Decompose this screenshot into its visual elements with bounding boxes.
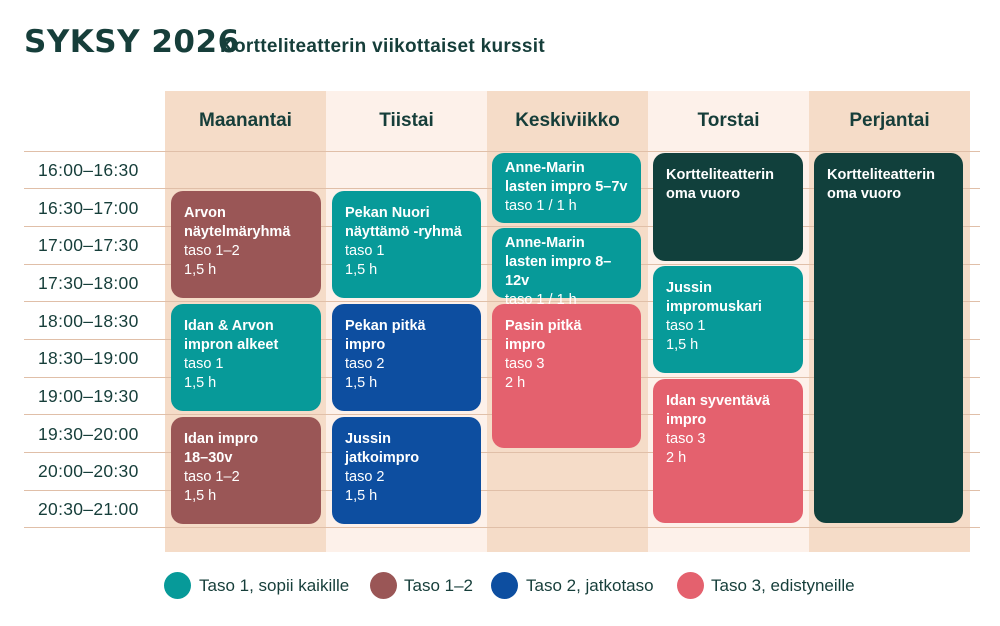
grid-line xyxy=(24,452,980,453)
time-slot: 17:00–17:30 xyxy=(38,235,139,255)
course-info: taso 1–2 1,5 h xyxy=(184,243,240,278)
course-block[interactable]: Jussin jatkoimpro taso 2 1,5 h xyxy=(332,417,481,524)
legend-dot-level-1 xyxy=(164,572,191,599)
time-slot: 16:30–17:00 xyxy=(38,198,139,218)
course-block[interactable]: Idan & Arvon impron alkeet taso 1 1,5 h xyxy=(171,304,321,411)
time-slot: 19:30–20:00 xyxy=(38,424,139,444)
time-slot: 19:00–19:30 xyxy=(38,386,139,406)
course-name: Anne-Marin lasten impro 5–7v xyxy=(505,160,628,195)
grid-line xyxy=(24,226,980,227)
course-block[interactable]: Pekan pitkä impro taso 2 1,5 h xyxy=(332,304,481,411)
day-header-tuesday: Tiistai xyxy=(379,110,434,131)
course-info: taso 1 / 1 h xyxy=(505,198,577,214)
course-info: taso 1 1,5 h xyxy=(666,318,706,353)
course-name: Kortteliteatterin oma vuoro xyxy=(666,167,774,202)
legend-dot-level-1-2 xyxy=(370,572,397,599)
day-header-wednesday: Keskiviikko xyxy=(515,110,620,131)
course-block[interactable]: Kortteliteatterin oma vuoro xyxy=(653,153,803,261)
course-info: taso 3 2 h xyxy=(505,356,545,391)
legend-dot-level-3 xyxy=(677,572,704,599)
legend-dot-level-2 xyxy=(491,572,518,599)
course-name: Arvon näytelmäryhmä xyxy=(184,205,291,240)
course-block[interactable]: Pasin pitkä impro taso 3 2 h xyxy=(492,304,641,448)
day-header-friday: Perjantai xyxy=(849,110,930,131)
grid-line xyxy=(24,490,980,491)
time-slot: 18:00–18:30 xyxy=(38,311,139,331)
legend-label: Taso 1, sopii kaikille xyxy=(199,576,350,595)
course-block[interactable]: Anne-Marin lasten impro 5–7v taso 1 / 1 … xyxy=(492,153,641,223)
time-slot: 20:00–20:30 xyxy=(38,461,139,481)
course-name: Pekan pitkä impro xyxy=(345,318,426,353)
page-title: SYKSY 2026 xyxy=(24,24,240,60)
course-name: Kortteliteatterin oma vuoro xyxy=(827,167,935,202)
course-block[interactable]: Jussin impromuskari taso 1 1,5 h xyxy=(653,266,803,373)
course-name: Jussin impromuskari xyxy=(666,280,762,315)
course-name: Pasin pitkä impro xyxy=(505,318,582,353)
course-info: taso 1–2 1,5 h xyxy=(184,469,240,504)
course-info: taso 1 1,5 h xyxy=(184,356,224,391)
course-name: Idan syventävä impro xyxy=(666,393,770,428)
course-name: Anne-Marin lasten impro 8–12v xyxy=(505,235,612,289)
legend-label: Taso 1–2 xyxy=(404,576,473,595)
time-slot: 18:30–19:00 xyxy=(38,348,139,368)
course-name: Idan impro 18–30v xyxy=(184,431,259,466)
course-block[interactable]: Pekan Nuori näyttämö -ryhmä taso 1 1,5 h xyxy=(332,191,481,298)
course-block[interactable]: Idan impro 18–30v taso 1–2 1,5 h xyxy=(171,417,321,524)
time-slot: 17:30–18:00 xyxy=(38,273,139,293)
grid-line xyxy=(24,151,980,152)
time-slot: 20:30–21:00 xyxy=(38,499,139,519)
time-slot: 16:00–16:30 xyxy=(38,160,139,180)
course-block[interactable]: Arvon näytelmäryhmä taso 1–2 1,5 h xyxy=(171,191,321,298)
page-subtitle: Kortteliteatterin viikottaiset kurssit xyxy=(220,36,545,57)
grid-line xyxy=(24,527,980,528)
course-info: taso 2 1,5 h xyxy=(345,469,385,504)
course-info: taso 3 2 h xyxy=(666,431,706,466)
course-block[interactable]: Kortteliteatterin oma vuoro xyxy=(814,153,963,523)
day-header-monday: Maanantai xyxy=(199,110,292,131)
day-header-thursday: Torstai xyxy=(697,110,760,131)
legend-label: Taso 3, edistyneille xyxy=(711,576,855,595)
legend-label: Taso 2, jatkotaso xyxy=(526,576,654,595)
course-name: Pekan Nuori näyttämö -ryhmä xyxy=(345,205,462,240)
course-name: Idan & Arvon impron alkeet xyxy=(184,318,279,353)
course-info: taso 1 1,5 h xyxy=(345,243,385,278)
course-block[interactable]: Anne-Marin lasten impro 8–12v taso 1 / 1… xyxy=(492,228,641,308)
course-info: taso 2 1,5 h xyxy=(345,356,385,391)
course-block[interactable]: Idan syventävä impro taso 3 2 h xyxy=(653,379,803,523)
course-name: Jussin jatkoimpro xyxy=(345,431,420,466)
grid-line xyxy=(24,301,980,302)
